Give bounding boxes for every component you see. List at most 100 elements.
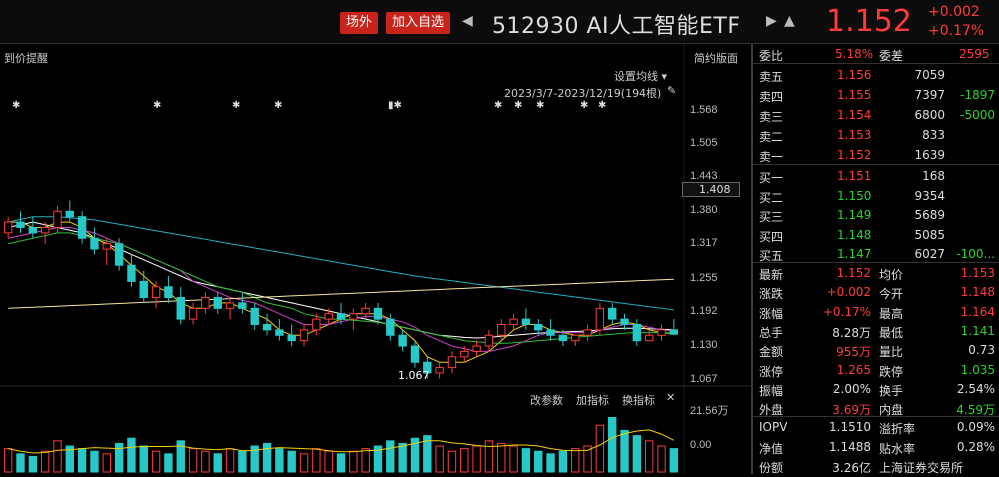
weicha-value: 2595 <box>959 47 990 61</box>
divider <box>753 63 999 64</box>
volume-bar <box>127 437 136 473</box>
next-arrow-icon[interactable]: ▶ <box>766 13 777 29</box>
volume-bar <box>423 435 432 473</box>
volume-bar <box>608 416 617 473</box>
candle-body <box>275 329 284 336</box>
volume-bar <box>225 448 235 473</box>
event-mark[interactable]: ▮✱ <box>388 100 402 111</box>
stat-value: 2.00% <box>832 381 871 396</box>
bid-label: 买三 <box>759 210 784 224</box>
weicha-label: 委差 <box>879 49 904 63</box>
volume-bar <box>546 453 555 473</box>
stat-label: 上海证券交易所 <box>879 461 964 475</box>
add-watchlist-button[interactable]: 加入自选 <box>386 12 451 34</box>
ask-row[interactable]: 卖三 1.154 6800 -5000 <box>753 105 999 125</box>
stat-row: 涨停 1.265 跌停 1.035 <box>753 360 999 380</box>
kline-chart[interactable] <box>0 44 752 474</box>
event-mark[interactable]: ✱ <box>580 100 589 111</box>
event-mark[interactable]: ✱ <box>153 100 162 111</box>
event-mark[interactable]: ✱ <box>598 100 607 111</box>
ask-row[interactable]: 卖二 1.153 833 <box>753 125 999 145</box>
candle-body <box>53 210 62 228</box>
weibi-value: 5.18% <box>835 47 874 61</box>
edit-params-tab[interactable]: 改参数 <box>530 394 563 407</box>
stat-label: 均价 <box>879 268 904 282</box>
candle-body <box>102 243 111 250</box>
volume-bar <box>558 450 568 473</box>
ask-row[interactable]: 卖五 1.156 7059 <box>753 65 999 85</box>
candle-body <box>558 334 568 342</box>
close-icon[interactable]: ✕ <box>666 391 676 404</box>
volume-bar <box>361 448 370 473</box>
stat-label: 涨跌 <box>759 287 784 302</box>
event-mark[interactable]: ✱ <box>536 100 545 111</box>
bid-row[interactable]: 买二 1.150 9354 <box>753 186 999 206</box>
event-mark[interactable]: ✱ <box>274 100 283 111</box>
candle-body <box>521 318 531 325</box>
bid-row[interactable]: 买五 1.147 6027 -100... <box>753 244 999 264</box>
volume-bar <box>299 453 309 473</box>
candle-body <box>534 323 543 331</box>
candle-body <box>139 280 148 299</box>
ask-volume: 1639 <box>914 148 945 162</box>
stat-label: 净值 <box>759 441 784 456</box>
event-mark[interactable]: ✱ <box>12 100 21 111</box>
stat-value: 1.265 <box>836 362 871 377</box>
outside-button[interactable]: 场外 <box>340 12 379 34</box>
current-price-tag: 1.408 <box>682 182 740 197</box>
y-tick: 1.505 <box>690 137 718 149</box>
candle-body <box>620 318 629 325</box>
stat-row: 最新 1.152 均价 1.153 <box>753 263 999 283</box>
price-alert-link[interactable]: 到价提醒 <box>4 52 48 65</box>
volume-ma-line <box>8 429 675 454</box>
volume-bar <box>669 448 679 473</box>
candle-body <box>423 361 432 374</box>
ask-row[interactable]: 卖四 1.155 7397 -1897 <box>753 85 999 105</box>
volume-bar <box>657 445 666 473</box>
ma-line <box>8 216 674 311</box>
ask-row[interactable]: 卖一 1.152 1639 <box>753 145 999 165</box>
bid-volume: 9354 <box>914 188 945 203</box>
bid-label: 买一 <box>759 171 784 185</box>
prev-arrow-icon[interactable]: ◀ <box>462 13 473 29</box>
bid-label: 买二 <box>759 190 784 205</box>
quote-panel: 委比 5.18% 委差 2595 卖五 1.156 7059 卖四 1.155 7397 -… <box>753 44 999 475</box>
ask-label: 卖一 <box>759 150 784 164</box>
stat-label: 贴水率 <box>879 441 916 456</box>
volume-bar <box>151 450 161 473</box>
candle-body <box>595 307 605 331</box>
ask-volume: 833 <box>922 128 945 142</box>
event-mark[interactable]: ✱ <box>494 100 503 111</box>
volume-bar <box>349 450 358 473</box>
bid-row[interactable]: 买一 1.151 168 <box>753 166 999 186</box>
kline-svg[interactable] <box>0 44 752 474</box>
y-tick: 1.380 <box>690 204 718 216</box>
volume-bar <box>3 448 13 473</box>
volume-bar <box>102 453 111 473</box>
simple-layout-link[interactable]: 简约版面 <box>694 52 738 65</box>
bell-icon[interactable]: ▲ <box>784 13 795 29</box>
stat-value: 0.28% <box>956 439 995 454</box>
bid-label: 买五 <box>759 249 784 263</box>
candle-body <box>349 313 358 320</box>
candle-body <box>608 307 617 320</box>
candle-body <box>312 318 321 331</box>
ma-settings-link[interactable]: 设置均线 ▾ <box>614 68 667 84</box>
event-mark[interactable]: ✱ <box>514 100 523 111</box>
bid-row[interactable]: 买四 1.148 5085 <box>753 225 999 245</box>
y-tick: 1.255 <box>690 272 718 284</box>
volume-bar <box>521 448 531 473</box>
event-mark[interactable]: ✱ <box>232 100 241 111</box>
volume-bar <box>484 440 494 473</box>
bid-row[interactable]: 买三 1.149 5689 <box>753 205 999 225</box>
volume-bar <box>238 450 247 473</box>
candle-body <box>497 323 506 336</box>
ask-diff: -1897 <box>960 88 995 102</box>
ask-volume: 6800 <box>914 108 945 122</box>
add-indicator-tab[interactable]: 加指标 <box>576 394 609 407</box>
candle-body <box>669 329 679 335</box>
candle-body <box>262 323 272 331</box>
switch-indicator-tab[interactable]: 换指标 <box>622 394 655 407</box>
candle-body <box>373 307 383 320</box>
pin-icon[interactable]: ✎ <box>667 84 677 97</box>
